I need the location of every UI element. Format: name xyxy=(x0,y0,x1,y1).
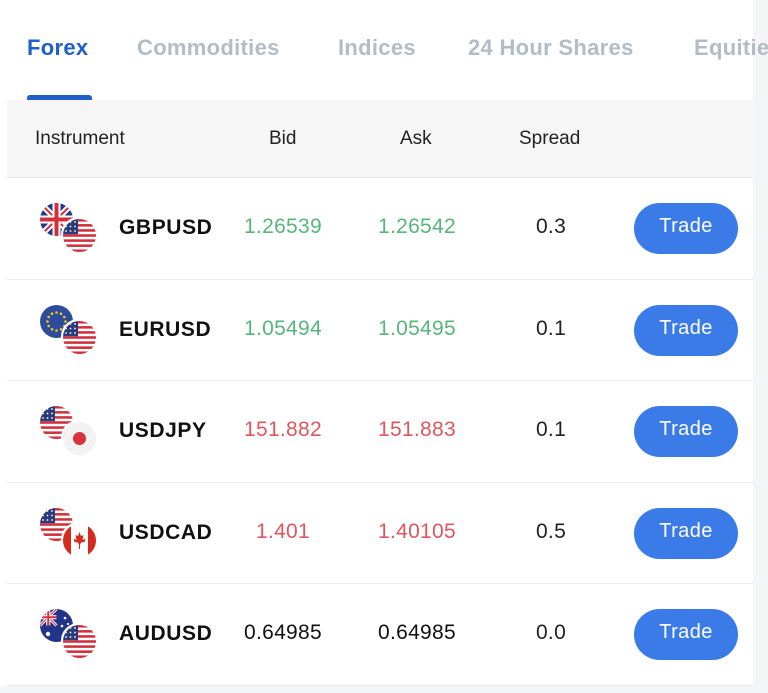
bid-price: 1.05494 xyxy=(243,316,322,340)
spread-value: 0.3 xyxy=(535,215,567,238)
instrument-symbol: USDCAD xyxy=(119,520,213,544)
tab-24-hour-shares[interactable]: 24 Hour Shares xyxy=(468,35,634,60)
tab-commodities[interactable]: Commodities xyxy=(137,35,280,60)
instrument-symbol: GBPUSD xyxy=(119,216,213,239)
trade-button[interactable]: Trade xyxy=(634,507,738,559)
instrument-symbol: EURUSD xyxy=(119,317,212,341)
us-flag-icon xyxy=(63,320,96,354)
tab-forex[interactable]: Forex xyxy=(27,35,89,60)
currency-pair-flags xyxy=(40,507,100,558)
tab-equities[interactable]: Equities xyxy=(694,35,768,60)
ask-price: 0.64985 xyxy=(377,621,456,645)
header-bid: Bid xyxy=(269,128,297,149)
table-row: GBPUSD 1.26539 1.26542 0.3 Trade xyxy=(7,178,753,280)
instrument-symbol: AUDUSD xyxy=(119,622,213,646)
spread-value: 0.5 xyxy=(535,519,567,543)
bid-price: 0.64985 xyxy=(243,621,322,645)
canada-flag-icon xyxy=(63,523,96,557)
trade-button[interactable]: Trade xyxy=(634,609,738,661)
trade-button[interactable]: Trade xyxy=(634,304,738,356)
spread-value: 0.0 xyxy=(535,621,567,645)
bid-price: 151.882 xyxy=(243,418,322,442)
trade-button[interactable]: Trade xyxy=(634,406,738,458)
header-instrument: Instrument xyxy=(35,128,125,149)
ask-price: 151.883 xyxy=(377,418,456,442)
table-row: AUDUSD 0.64985 0.64985 0.0 Trade xyxy=(7,584,753,686)
bid-price: 1.26539 xyxy=(243,215,322,238)
ask-price: 1.26542 xyxy=(377,215,456,238)
market-tabs: Forex Commodities Indices 24 Hour Shares… xyxy=(0,0,768,100)
table-row: EURUSD 1.05494 1.05495 0.1 Trade xyxy=(7,279,753,382)
header-ask: Ask xyxy=(400,128,432,149)
table-header: Instrument Bid Ask Spread xyxy=(7,100,753,178)
us-flag-icon xyxy=(63,625,96,659)
bid-price: 1.401 xyxy=(255,519,311,543)
japan-flag-icon xyxy=(63,422,96,456)
page-edge-bottom xyxy=(0,686,768,693)
us-flag-icon xyxy=(63,219,96,252)
table-body: GBPUSD 1.26539 1.26542 0.3 Trade EURUSD 1.0549… xyxy=(7,178,753,686)
spread-value: 0.1 xyxy=(535,418,567,442)
currency-pair-flags xyxy=(40,304,100,355)
spread-value: 0.1 xyxy=(535,316,567,340)
instrument-symbol: USDJPY xyxy=(119,419,207,443)
active-tab-indicator xyxy=(27,95,92,100)
currency-pair-flags xyxy=(40,406,100,456)
page-edge xyxy=(753,0,768,693)
ask-price: 1.05495 xyxy=(377,316,456,340)
table-row: USDJPY 151.882 151.883 0.1 Trade xyxy=(7,381,753,483)
instrument-table: Instrument Bid Ask Spread GBPUSD 1.26539 1… xyxy=(7,100,753,686)
header-spread: Spread xyxy=(519,128,581,149)
table-row: USDCAD 1.401 1.40105 0.5 Trade xyxy=(7,482,753,585)
currency-pair-flags xyxy=(40,609,100,659)
currency-pair-flags xyxy=(40,203,100,253)
ask-price: 1.40105 xyxy=(377,519,456,543)
australia-flag-icon xyxy=(40,609,73,643)
tab-indices[interactable]: Indices xyxy=(338,35,416,60)
us-flag-icon xyxy=(40,507,73,541)
trade-button[interactable]: Trade xyxy=(634,203,738,254)
